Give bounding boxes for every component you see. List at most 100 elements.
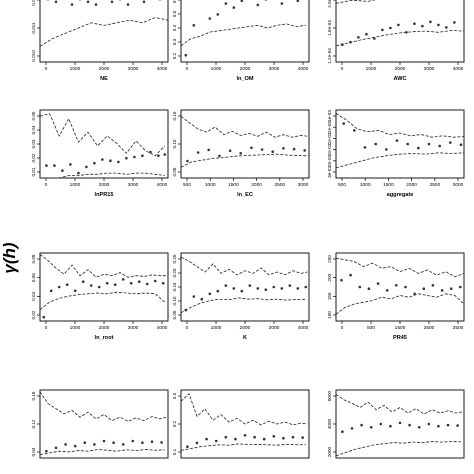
data-point: [431, 284, 435, 287]
data-point: [195, 441, 199, 445]
y-tick-label: 0.011: [31, 22, 36, 34]
panel: 2000 4000 6000: [327, 389, 465, 459]
x-tick-label: 2000: [99, 66, 110, 72]
panel-title: PR45: [393, 335, 407, 341]
envelope-line: [335, 30, 465, 47]
data-point: [224, 435, 228, 439]
data-point: [121, 278, 125, 281]
y-tick-label: 3e-03: [327, 166, 332, 178]
x-tick-label: 4000: [298, 325, 309, 331]
data-point: [427, 422, 431, 426]
plot-frame: [180, 0, 310, 63]
panel-title: ln_OM: [236, 76, 253, 82]
data-point: [126, 3, 130, 6]
y-tick-label: 0.05: [31, 111, 36, 120]
y-tick-label: 0.05: [172, 310, 177, 319]
x-tick-label: 2500: [274, 182, 285, 188]
data-point: [161, 281, 165, 285]
data-point: [232, 6, 236, 9]
x-tick-label: 1000: [211, 325, 222, 331]
plot-frame: [39, 109, 169, 179]
data-point: [69, 163, 72, 166]
data-point: [379, 422, 383, 426]
data-point: [438, 144, 442, 148]
x-tick-label: 3500: [453, 325, 464, 331]
panel-title: lnPR15: [95, 192, 114, 198]
data-point: [208, 17, 212, 20]
data-point: [142, 0, 146, 4]
data-point: [102, 439, 106, 443]
x-tick-label: 2500: [424, 325, 435, 331]
data-point: [129, 281, 133, 285]
data-point: [413, 22, 416, 26]
envelope-line: [39, 17, 169, 47]
x-tick-label: 1000: [360, 182, 371, 188]
data-point: [200, 297, 204, 301]
data-point: [141, 154, 144, 157]
data-point: [398, 421, 402, 425]
data-point: [456, 424, 459, 427]
y-tick-label: 0.15: [172, 111, 177, 120]
panel-title: ln_root: [95, 335, 114, 341]
envelope-line: [335, 152, 465, 169]
envelope-line: [40, 172, 165, 179]
y-tick-label: 0.04: [31, 447, 36, 456]
data-point: [192, 295, 196, 298]
y-tick-label: 0.3: [172, 38, 177, 45]
x-tick-label: 2000: [240, 66, 251, 72]
data-point: [65, 283, 69, 287]
data-point: [205, 437, 208, 441]
data-point: [453, 21, 456, 24]
y-tick-label: 150: [327, 292, 332, 300]
data-point: [341, 43, 344, 46]
x-tick-label: 4000: [157, 66, 168, 72]
data-point: [192, 24, 196, 27]
panel-title: aggregate: [387, 192, 414, 198]
x-tick-label: 0: [186, 66, 189, 72]
data-point: [239, 152, 242, 155]
envelope-line: [335, 0, 376, 4]
data-point: [61, 169, 64, 172]
y-tick-label: 0.012: [31, 0, 36, 6]
data-point: [262, 437, 266, 441]
data-point: [437, 23, 440, 27]
data-point: [256, 287, 260, 290]
plot-frame: [335, 0, 465, 63]
y-tick-label: 2e-03: [327, 132, 332, 144]
data-point: [89, 284, 93, 287]
y-tick-label: 2000: [327, 446, 332, 457]
y-tick-label: 0.04: [31, 291, 36, 300]
y-tick-label: 4000: [327, 418, 332, 429]
data-point: [272, 435, 276, 438]
panel-title: ln_EC: [237, 192, 253, 198]
data-point: [446, 423, 450, 427]
x-tick-label: 4000: [157, 325, 168, 331]
data-point: [360, 423, 363, 427]
x-tick-label: 3000: [128, 182, 139, 188]
envelope-line: [180, 23, 306, 47]
data-point: [271, 150, 275, 153]
envelope-line: [180, 443, 306, 451]
x-tick-label: 0: [45, 325, 48, 331]
data-point: [406, 142, 410, 146]
data-point: [57, 285, 61, 289]
envelope-line: [335, 257, 465, 278]
data-point: [248, 284, 252, 287]
data-point: [272, 285, 276, 289]
y-tick-label: 6000: [327, 390, 332, 401]
x-tick-label: 0: [341, 325, 344, 331]
data-point: [141, 441, 144, 445]
y-tick-label: 0.6: [172, 0, 177, 3]
envelope-line: [180, 116, 310, 138]
y-tick-label: 0.02: [31, 153, 36, 162]
y-tick-label: 0.08: [31, 254, 36, 263]
data-point: [282, 436, 285, 440]
x-tick-label: 3000: [453, 182, 464, 188]
x-tick-label: 1000: [70, 66, 81, 72]
data-point: [110, 0, 114, 4]
data-point: [395, 139, 399, 142]
data-point: [367, 287, 371, 291]
data-point: [160, 441, 163, 444]
